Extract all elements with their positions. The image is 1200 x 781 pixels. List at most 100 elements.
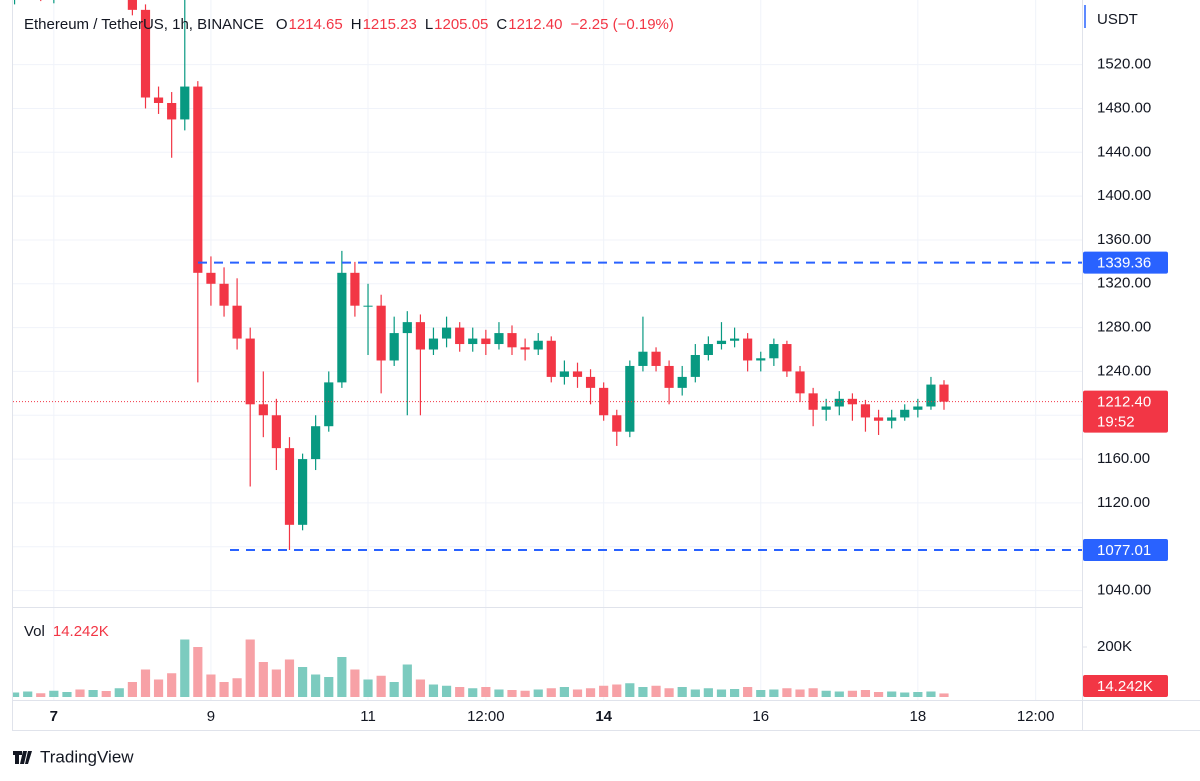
volume-bar (206, 674, 216, 697)
volume-bar (730, 689, 740, 697)
volume-bar (245, 639, 255, 697)
y-tick-label: 1240.00 (1097, 362, 1151, 379)
volume-bar (75, 689, 85, 697)
candle-body (153, 97, 164, 103)
x-tick-label: 9 (207, 708, 215, 725)
volume-bar (428, 684, 439, 697)
candle-body (677, 376, 687, 388)
volume-bar (180, 639, 190, 697)
volume-bar (402, 664, 412, 697)
candle-body (298, 459, 308, 525)
candle-body (389, 333, 399, 361)
y-tick-label: 1280.00 (1097, 319, 1151, 336)
volume-bar (507, 690, 517, 697)
candle-body (612, 415, 622, 432)
volume-bar (258, 662, 268, 697)
volume-bar (219, 682, 229, 697)
volume-bar (415, 679, 426, 697)
volume-bar (795, 689, 805, 697)
volume-bar (193, 647, 203, 697)
volume-bar (743, 687, 753, 697)
candle-body (651, 351, 661, 366)
candle-body (494, 333, 504, 345)
volume-bar (88, 690, 98, 697)
candle-body (481, 338, 491, 345)
volume-bar (127, 682, 137, 697)
volume-bar (494, 689, 504, 697)
y-tick-label: 1160.00 (1097, 450, 1150, 467)
volume-bar (887, 691, 897, 697)
price-change: −2.25 (−0.19%) (570, 16, 673, 33)
volume-bar (311, 674, 321, 697)
candle-body (834, 398, 844, 407)
candle-body (730, 338, 740, 341)
candle-body (232, 305, 242, 339)
volume-bar (638, 687, 648, 697)
volume-bar (808, 688, 818, 697)
volume-bar (441, 685, 452, 697)
volume-bar (716, 689, 727, 697)
candle-body (363, 305, 373, 307)
level-label: 1077.01 (1097, 542, 1151, 559)
x-tick-label: 18 (909, 708, 926, 725)
volume-pane (13, 639, 949, 697)
candle-body (782, 344, 792, 372)
candle-body (428, 338, 439, 350)
candle-body (258, 404, 268, 416)
candle-body (350, 272, 360, 306)
x-tick-label: 7 (50, 708, 58, 725)
candle-body (533, 340, 543, 350)
countdown: 19:52 (1097, 414, 1135, 431)
ohlc-value: 1205.05 (434, 16, 488, 33)
volume-bar (677, 687, 687, 697)
volume-bar (847, 690, 858, 697)
y-tick-label: 1400.00 (1097, 187, 1151, 204)
level-tag (1083, 539, 1168, 562)
symbol-title: Ethereum / TetherUS, 1h, BINANCE (24, 16, 264, 33)
y-tick-label: 1480.00 (1097, 99, 1151, 116)
volume-bar (769, 689, 779, 697)
volume-bar (363, 679, 373, 697)
volume-bar (860, 690, 871, 697)
volume-bar (298, 667, 308, 697)
volume-bar (13, 692, 20, 697)
volume-bar (782, 688, 792, 697)
candle-body (873, 417, 884, 421)
candle-body (716, 340, 727, 345)
candle-body (219, 283, 229, 306)
volume-bar (324, 677, 334, 697)
volume-tick-label: 200K (1097, 638, 1132, 655)
x-tick-label: 11 (360, 708, 376, 725)
volume-bar (585, 688, 596, 697)
last-price-tag (1083, 390, 1168, 433)
volume-bar (900, 692, 910, 697)
candle-body (140, 9, 151, 98)
candle-body (572, 371, 583, 377)
candle-body (245, 338, 255, 405)
candle-body (900, 409, 910, 418)
x-tick-label: 14 (595, 708, 612, 725)
y-tick-label: 1440.00 (1097, 143, 1151, 160)
volume-bar (455, 687, 465, 697)
volume-value: 14.242K (53, 623, 109, 640)
candle-body (585, 376, 596, 388)
volume-bar (271, 669, 281, 697)
candle-body (926, 384, 936, 407)
candle-body (324, 382, 334, 427)
candle-body (664, 365, 674, 388)
volume-bar (153, 679, 164, 697)
volume-bar (690, 689, 700, 697)
candle-body (441, 327, 452, 339)
candle-body (625, 365, 635, 432)
x-tick-label: 12:00 (467, 708, 505, 725)
candle-body (939, 384, 949, 402)
price-pane (13, 0, 949, 551)
volume-bar (114, 688, 124, 697)
candle-body (808, 393, 818, 410)
volume-bar (703, 688, 713, 697)
candle-body (337, 272, 347, 383)
candle-body (415, 322, 426, 350)
volume-bar (939, 693, 949, 697)
volume-bar (520, 690, 530, 697)
ohlc-value: 1212.40 (508, 16, 562, 33)
